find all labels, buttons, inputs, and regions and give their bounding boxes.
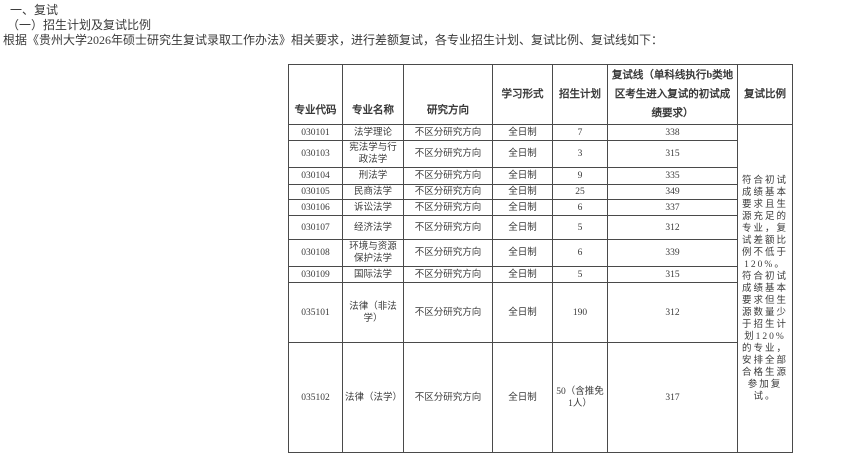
- intro-paragraph: 根据《贵州大学2026年硕士研究生复试录取工作办法》相关要求，进行差额复试，各专…: [3, 33, 664, 47]
- cell-line: 338: [607, 124, 738, 141]
- cell-code: 030107: [288, 215, 343, 240]
- admission-table: 专业代码 专业名称 研究方向 学习形式 招生计划 复试线（单科线执行b类地区考生…: [288, 64, 793, 453]
- table-row: 030105 民商法学 不区分研究方向 全日制 25 349: [288, 184, 793, 200]
- header-direction: 研究方向: [403, 64, 493, 125]
- table-row: 030109 国际法学 不区分研究方向 全日制 5 315: [288, 266, 793, 283]
- section-heading: 一、复试: [10, 3, 59, 17]
- cell-plan: 7: [552, 124, 608, 141]
- cell-plan: 25: [552, 184, 608, 200]
- cell-name: 环境与资源保护法学: [342, 239, 404, 267]
- table-header-row: 专业代码 专业名称 研究方向 学习形式 招生计划 复试线（单科线执行b类地区考生…: [288, 64, 793, 125]
- cell-form: 全日制: [492, 124, 553, 141]
- cell-code: 030101: [288, 124, 343, 141]
- cell-direction: 不区分研究方向: [403, 140, 493, 168]
- table-row: 030101 法学理论 不区分研究方向 全日制 7 338 符合初试成绩基本要求…: [288, 124, 793, 453]
- cell-code: 030109: [288, 266, 343, 283]
- table-row: 030107 经济法学 不区分研究方向 全日制 5 312: [288, 215, 793, 240]
- cell-line: 312: [607, 282, 738, 343]
- cell-direction: 不区分研究方向: [403, 239, 493, 267]
- cell-direction: 不区分研究方向: [403, 184, 493, 200]
- cell-form: 全日制: [492, 184, 553, 200]
- cell-plan: 3: [552, 140, 608, 168]
- cell-plan: 190: [552, 282, 608, 343]
- table-row: 030103 宪法学与行政法学 不区分研究方向 全日制 3 315: [288, 140, 793, 168]
- cell-direction: 不区分研究方向: [403, 215, 493, 240]
- cell-form: 全日制: [492, 266, 553, 283]
- subsection-heading: （一）招生计划及复试比例: [7, 18, 152, 32]
- table-row: 030106 诉讼法学 不区分研究方向 全日制 6 337: [288, 199, 793, 216]
- cell-name: 法律（法学）: [342, 342, 404, 453]
- header-code: 专业代码: [288, 64, 343, 125]
- cell-line: 317: [607, 342, 738, 453]
- table-row: 035102 法律（法学） 不区分研究方向 全日制 50（含推免1人） 317: [288, 342, 793, 453]
- header-plan: 招生计划: [552, 64, 608, 125]
- cell-form: 全日制: [492, 342, 553, 453]
- cell-code: 035101: [288, 282, 343, 343]
- cell-direction: 不区分研究方向: [403, 167, 493, 185]
- cell-line: 349: [607, 184, 738, 200]
- cell-line: 339: [607, 239, 738, 267]
- header-ratio: 复试比例: [737, 64, 793, 125]
- cell-name: 经济法学: [342, 215, 404, 240]
- cell-line: 312: [607, 215, 738, 240]
- cell-plan: 5: [552, 215, 608, 240]
- cell-plan: 9: [552, 167, 608, 185]
- header-name: 专业名称: [342, 64, 404, 125]
- ratio-note-cell: 符合初试成绩基本要求且生源充足的专业，复试差额比例不低于120%。符合初试成绩基…: [737, 124, 793, 453]
- cell-direction: 不区分研究方向: [403, 342, 493, 453]
- cell-code: 030103: [288, 140, 343, 168]
- table-row: 035101 法律（非法学） 不区分研究方向 全日制 190 312: [288, 282, 793, 343]
- cell-code: 030104: [288, 167, 343, 185]
- cell-form: 全日制: [492, 140, 553, 168]
- cell-form: 全日制: [492, 199, 553, 216]
- cell-name: 国际法学: [342, 266, 404, 283]
- cell-form: 全日制: [492, 239, 553, 267]
- table-row: 030108 环境与资源保护法学 不区分研究方向 全日制 6 339: [288, 239, 793, 267]
- cell-line: 315: [607, 140, 738, 168]
- cell-name: 诉讼法学: [342, 199, 404, 216]
- cell-code: 030106: [288, 199, 343, 216]
- cell-plan: 5: [552, 266, 608, 283]
- table-row: 030104 刑法学 不区分研究方向 全日制 9 335: [288, 167, 793, 185]
- cell-direction: 不区分研究方向: [403, 266, 493, 283]
- cell-code: 035102: [288, 342, 343, 453]
- cell-direction: 不区分研究方向: [403, 282, 493, 343]
- cell-name: 法律（非法学）: [342, 282, 404, 343]
- cell-form: 全日制: [492, 282, 553, 343]
- cell-direction: 不区分研究方向: [403, 199, 493, 216]
- cell-form: 全日制: [492, 167, 553, 185]
- cell-plan: 50（含推免1人）: [552, 342, 608, 453]
- cell-form: 全日制: [492, 215, 553, 240]
- cell-code: 030105: [288, 184, 343, 200]
- cell-code: 030108: [288, 239, 343, 267]
- cell-name: 宪法学与行政法学: [342, 140, 404, 168]
- header-line: 复试线（单科线执行b类地区考生进入复试的初试成绩要求）: [607, 64, 738, 125]
- cell-plan: 6: [552, 199, 608, 216]
- cell-name: 民商法学: [342, 184, 404, 200]
- cell-name: 刑法学: [342, 167, 404, 185]
- cell-line: 335: [607, 167, 738, 185]
- cell-line: 337: [607, 199, 738, 216]
- cell-plan: 6: [552, 239, 608, 267]
- header-form: 学习形式: [492, 64, 553, 125]
- cell-direction: 不区分研究方向: [403, 124, 493, 141]
- cell-line: 315: [607, 266, 738, 283]
- cell-name: 法学理论: [342, 124, 404, 141]
